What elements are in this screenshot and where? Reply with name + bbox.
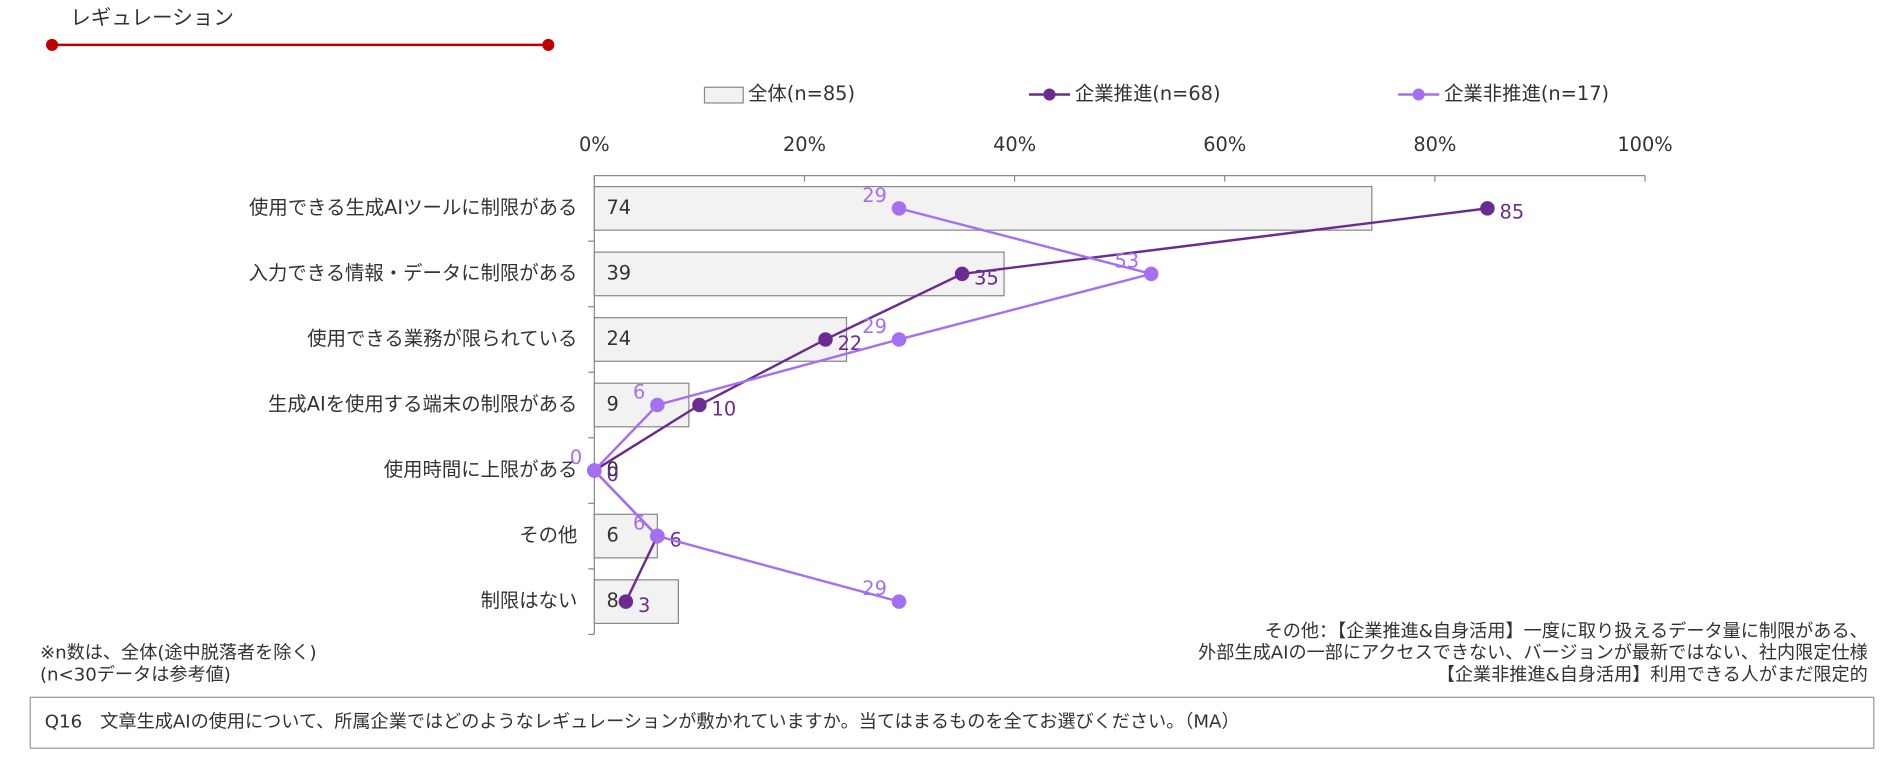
point-label: 85 <box>1500 201 1525 224</box>
bar-label: 74 <box>606 196 631 219</box>
note: (n<30データは参考値) <box>40 665 231 686</box>
point <box>1143 266 1159 282</box>
point-label: 10 <box>712 397 737 420</box>
point <box>692 397 707 413</box>
point <box>587 463 602 478</box>
bar <box>593 251 1005 297</box>
note: 外部生成AIの一部にアクセスできない、バージョンが最新ではない、社内限定仕様 <box>1198 643 1868 664</box>
question: Q16 文章生成AIの使用について、所属企業ではどのようなレギュレーションが敷か… <box>45 712 1240 733</box>
x-tick-label: 60% <box>1203 133 1246 156</box>
point-label: 0 <box>606 463 618 486</box>
category-label: 使用できる生成AIツールに制限がある <box>249 196 577 219</box>
category-label: 使用時間に上限がある <box>384 458 578 481</box>
legend-label: 全体(n=85) <box>748 82 855 105</box>
legend-label: 企業非推進(n=17) <box>1444 82 1609 105</box>
category-label: 生成AIを使用する端末の制限がある <box>268 392 577 415</box>
bar-label: 6 <box>606 524 618 547</box>
title-rule-dot <box>45 38 59 51</box>
note: 【企業非推進&自身活用】利用できる人がまだ限定的 <box>1437 665 1868 686</box>
point-label: 29 <box>862 577 887 600</box>
point-label: 35 <box>974 266 999 289</box>
point-label: 6 <box>633 511 645 534</box>
point-label: 29 <box>862 184 887 207</box>
legend-swatch <box>1043 88 1056 101</box>
legend-label: 企業推進(n=68) <box>1075 82 1221 105</box>
note: ※n数は、全体(途中脱落者を除く) <box>40 643 317 664</box>
bar-label: 8 <box>606 589 618 612</box>
point <box>891 201 907 216</box>
point-label: 0 <box>570 446 582 469</box>
note: その他：【企業推進&自身活用】一度に取り扱えるデータ量に制限がある、 <box>1265 621 1868 642</box>
point <box>650 528 665 544</box>
point-label: 53 <box>1114 249 1139 272</box>
point <box>1480 201 1495 216</box>
point <box>818 332 833 347</box>
legend-swatch <box>1412 88 1425 101</box>
bar-label: 9 <box>606 392 618 415</box>
point <box>891 594 907 609</box>
x-tick-label: 40% <box>993 133 1036 156</box>
point <box>891 332 907 347</box>
point-label: 29 <box>862 315 887 338</box>
x-tick-label: 20% <box>783 133 826 156</box>
bar <box>593 513 658 559</box>
bar-label: 0 <box>606 458 618 481</box>
legend-swatch <box>703 86 744 104</box>
point-label: 22 <box>838 332 863 355</box>
x-tick-label: 80% <box>1413 133 1456 156</box>
point <box>618 594 634 609</box>
point <box>650 397 665 413</box>
page-title: レギュレーション <box>70 5 234 29</box>
question-box <box>29 696 1875 749</box>
bar <box>593 317 848 362</box>
bar-label: 24 <box>606 327 631 350</box>
category-label: 使用できる業務が限られている <box>307 327 577 350</box>
category-label: 入力できる情報・データに制限がある <box>249 261 578 284</box>
category-label: 制限はない <box>481 589 578 612</box>
x-tick-label: 100% <box>1617 133 1672 156</box>
x-tick-label: 0% <box>579 133 610 156</box>
bar-label: 39 <box>606 261 631 284</box>
bar <box>593 185 1373 231</box>
point-label: 6 <box>633 380 645 403</box>
point-label: 3 <box>638 594 650 617</box>
category-label: その他 <box>519 524 577 547</box>
bar <box>593 382 690 428</box>
point <box>954 266 970 282</box>
bar <box>593 579 679 625</box>
title-rule-dot <box>542 38 555 51</box>
